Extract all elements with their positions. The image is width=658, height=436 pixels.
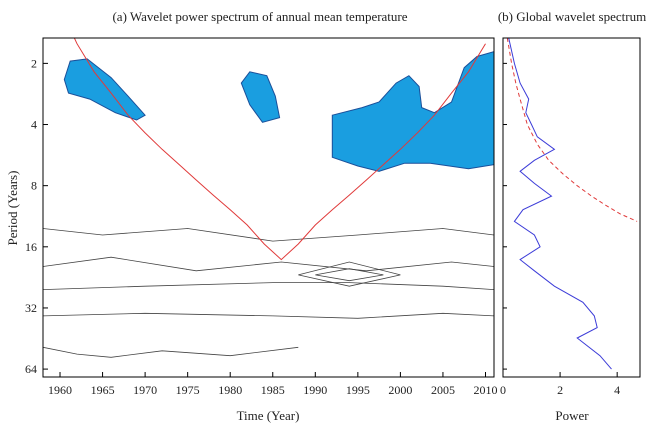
x-tick-label: 4 — [614, 383, 620, 397]
panel-a-frame — [42, 37, 495, 378]
y-tick-label: 4 — [31, 118, 37, 132]
panel-b-frame — [502, 37, 641, 378]
contour-lowfreq-2 — [43, 256, 494, 272]
x-tick-label: 1990 — [303, 383, 327, 397]
y-tick-label: 64 — [25, 362, 37, 376]
x-tick-label: 1965 — [91, 383, 115, 397]
x-tick-label: 2005 — [431, 383, 455, 397]
x-tick-label: 1960 — [48, 383, 72, 397]
cone-of-influence — [73, 38, 486, 261]
significant-region-sig-1980s — [240, 71, 281, 123]
spectrum-series-dashed — [506, 38, 638, 222]
x-tick-label: 1970 — [133, 383, 157, 397]
x-tick-label: 2 — [557, 383, 563, 397]
panel-a-axes: 1960 1965 1970 1975 1980 1985 1990 1995 2000 2005… — [25, 56, 497, 397]
spectrum-series-solid — [508, 38, 612, 370]
significant-region-sig-1990s-2010 — [331, 51, 494, 172]
contour-lowfreq-3 — [43, 282, 494, 290]
y-tick-label: 32 — [25, 301, 37, 315]
contour-lowfreq-5 — [43, 346, 299, 358]
x-tick-label: 2010 — [473, 383, 497, 397]
contour-diamond-a — [298, 261, 401, 287]
contour-lowfreq-1 — [43, 228, 494, 242]
panel-b-axes: 0 2 4 — [500, 62, 620, 397]
chart-b-xlabel: Power — [555, 408, 589, 423]
y-tick-label: 2 — [31, 56, 37, 70]
contour-diamond-b — [315, 268, 384, 282]
x-tick-label: 0 — [500, 383, 506, 397]
panel-a-marks — [43, 38, 494, 358]
x-tick-label: 1995 — [346, 383, 370, 397]
panel-b-marks — [506, 38, 638, 370]
chart-a-ylabel: Period (Years) — [5, 171, 20, 246]
chart-a-xlabel: Time (Year) — [237, 408, 300, 423]
x-tick-label: 2000 — [388, 383, 412, 397]
x-tick-label: 1985 — [261, 383, 285, 397]
chart-a-title: (a) Wavelet power spectrum of annual mea… — [112, 9, 407, 24]
chart-b-title: (b) Global wavelet spectrum — [498, 9, 646, 24]
significant-region-sig-1960s — [63, 58, 146, 121]
y-tick-label: 8 — [31, 179, 37, 193]
y-tick-label: 16 — [25, 240, 37, 254]
contour-lowfreq-4 — [43, 312, 494, 319]
x-tick-label: 1975 — [176, 383, 200, 397]
x-tick-label: 1980 — [218, 383, 242, 397]
